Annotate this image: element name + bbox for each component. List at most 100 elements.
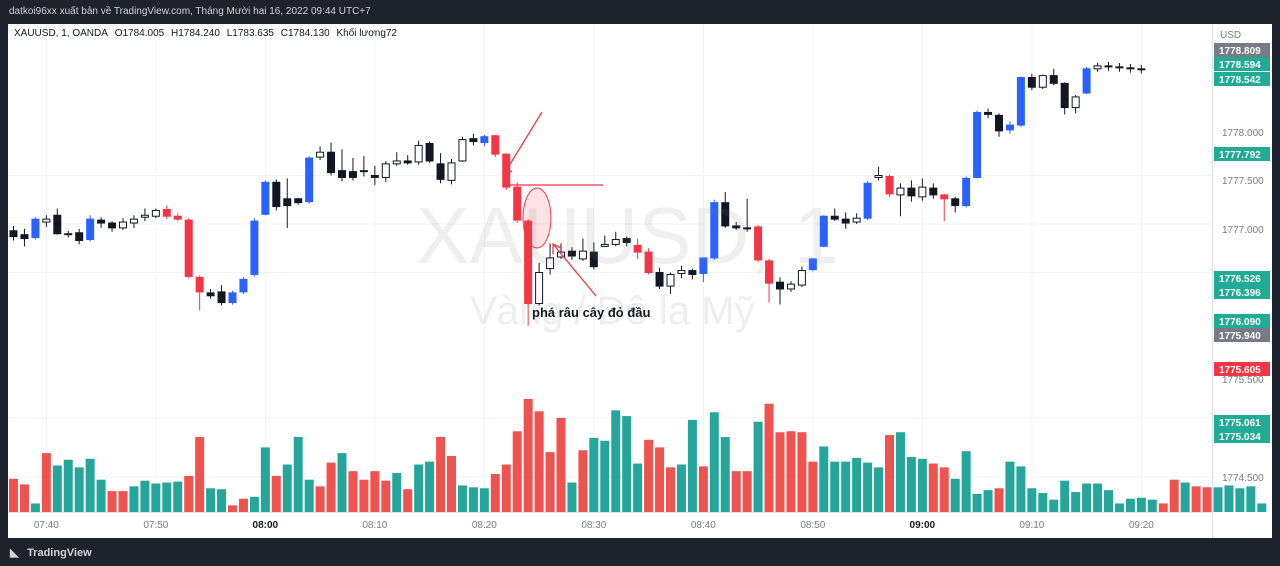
- volume-bar: [228, 505, 237, 512]
- volume-bar: [381, 480, 391, 512]
- price-tag-bg: [1214, 314, 1270, 328]
- volume-bar: [874, 467, 884, 512]
- candle-body: [53, 214, 62, 235]
- volume-bar: [96, 479, 106, 512]
- watermark-symbol: XAUUSD, 1: [416, 191, 839, 280]
- annotation-arrow-line: [552, 243, 597, 297]
- volume-bar: [1005, 461, 1015, 512]
- volume-bar: [709, 412, 719, 512]
- volume-bar: [1257, 503, 1267, 512]
- volume-bar: [403, 489, 413, 512]
- volume-bar: [1082, 483, 1092, 512]
- price-tag-bg: [1214, 285, 1270, 299]
- volume-bar: [1038, 493, 1048, 512]
- volume-bar: [260, 447, 270, 512]
- price-axis-tick-label: 1778.000: [1222, 128, 1264, 139]
- price-tag-label: 1776.090: [1219, 317, 1261, 328]
- volume-bar: [797, 432, 807, 512]
- volume-bar: [1180, 482, 1190, 512]
- volume-bar: [622, 416, 632, 512]
- volume-bar: [950, 478, 960, 512]
- candle-body: [261, 181, 270, 215]
- volume-bar: [687, 419, 697, 512]
- candle-body: [370, 175, 379, 178]
- candle-body: [348, 171, 357, 178]
- time-axis-tick-label: 08:10: [362, 520, 387, 531]
- candle-body: [765, 260, 774, 284]
- volume-bar: [983, 490, 993, 512]
- candle-body: [436, 163, 445, 180]
- volume-bar: [852, 457, 862, 512]
- legend-low: L1783.635: [226, 28, 274, 39]
- candle-body: [984, 111, 993, 115]
- annotation-arrow-line: [503, 111, 543, 175]
- candle-body: [655, 272, 664, 287]
- volume-bar: [392, 473, 402, 512]
- volume-bar: [906, 456, 916, 512]
- candle-body: [776, 281, 784, 290]
- annotation-text[interactable]: phá râu cây đỏ đầu: [532, 305, 651, 320]
- volume-bar: [1027, 488, 1037, 512]
- candle-body: [447, 162, 456, 181]
- volume-bar: [271, 475, 281, 512]
- candle-body: [1093, 65, 1102, 70]
- candle-body: [403, 160, 412, 164]
- volume-bar: [589, 437, 599, 512]
- candle-body: [885, 175, 894, 195]
- candlestick-chart[interactable]: USD 1778.000 1777.500 1777.000 1775.500 1774.…: [8, 24, 1272, 538]
- volume-bar: [447, 455, 456, 512]
- volume-bar: [107, 491, 117, 512]
- candle-body: [42, 218, 51, 223]
- candle-body: [9, 230, 18, 238]
- time-axis-tick-label: 07:50: [143, 520, 168, 531]
- candle-body: [294, 198, 303, 204]
- volume-bar: [1071, 492, 1081, 512]
- volume-bar: [1224, 485, 1234, 512]
- candle-body: [688, 270, 697, 275]
- volume-bar: [129, 486, 139, 512]
- candle-body: [1016, 77, 1025, 126]
- volume-bar: [567, 482, 577, 512]
- candle-body: [129, 218, 138, 224]
- candle-body: [1104, 65, 1113, 68]
- time-axis-tick-label: 09:20: [1129, 520, 1154, 531]
- candle-body: [513, 186, 522, 221]
- candle-body: [316, 151, 325, 158]
- volume-bar: [41, 453, 51, 512]
- legend-symbol[interactable]: XAUUSD, 1, OANDA: [14, 28, 108, 39]
- candle-body: [206, 292, 215, 297]
- volume-bar: [1213, 487, 1223, 512]
- chart-area[interactable]: USD 1778.000 1777.500 1777.000 1775.500 1774.…: [8, 24, 1272, 538]
- price-tag-bg: [1214, 57, 1270, 71]
- candle-body: [907, 187, 916, 197]
- price-tag-label: 1777.792: [1219, 150, 1261, 161]
- volume-bar: [1246, 486, 1256, 512]
- volume-bar: [830, 461, 840, 512]
- candle-body: [535, 272, 544, 305]
- volume-bar: [523, 398, 533, 512]
- volume-bar: [600, 440, 610, 512]
- volume-bar: [1049, 499, 1059, 512]
- candle-body: [425, 142, 434, 162]
- candle-body: [951, 198, 960, 207]
- price-tag-bg: [1214, 415, 1270, 429]
- candle-body: [546, 257, 555, 270]
- candle-body: [1005, 124, 1014, 131]
- candle-body: [852, 217, 861, 223]
- volume-bar: [742, 471, 752, 512]
- volume-bar: [917, 458, 927, 512]
- tradingview-brand[interactable]: ◣ TradingView: [10, 546, 92, 559]
- legend-volume[interactable]: Khối lượng72: [336, 28, 397, 39]
- volume-bar: [282, 464, 292, 512]
- volume-bar: [633, 463, 643, 512]
- volume-bar: [666, 467, 675, 512]
- price-tag-label: 1776.396: [1219, 288, 1261, 299]
- brand-name: TradingView: [27, 547, 92, 559]
- candle-body: [458, 139, 467, 162]
- candle-body: [1060, 82, 1069, 109]
- candle-body: [162, 208, 171, 217]
- volume-bar: [895, 432, 905, 512]
- volume-bar: [994, 488, 1004, 512]
- volume-bar: [173, 481, 183, 512]
- volume-bar: [151, 483, 161, 512]
